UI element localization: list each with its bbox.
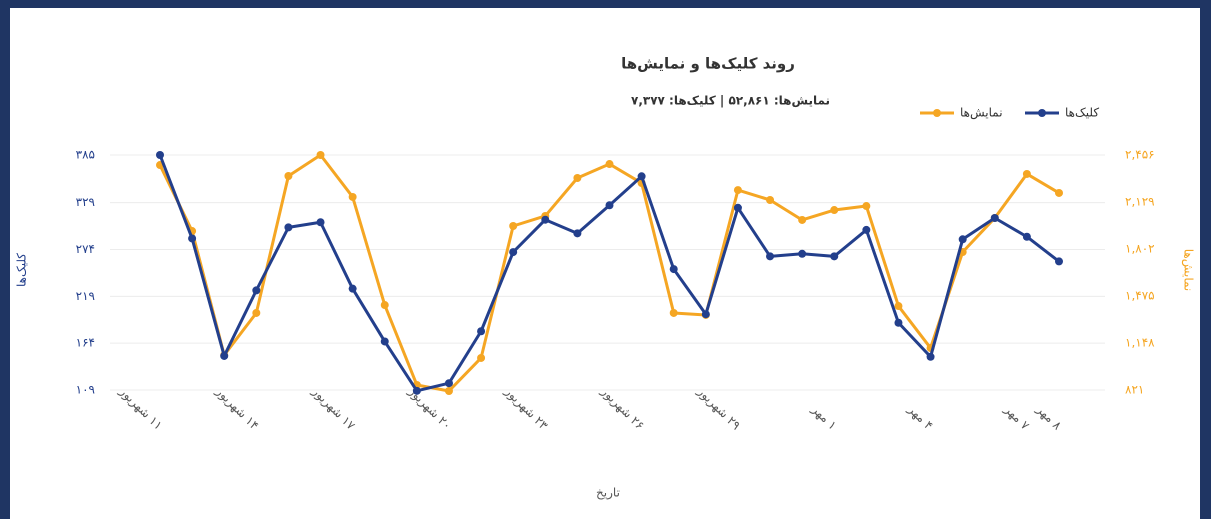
data-point [733, 203, 742, 212]
data-point [316, 218, 325, 227]
data-point [894, 318, 903, 327]
data-point [156, 151, 164, 159]
data-point [1022, 169, 1031, 178]
data-point [1055, 188, 1063, 197]
y-tick-label: ۱۰۹ [76, 383, 95, 397]
data-point [380, 337, 389, 346]
legend-marker [1038, 109, 1046, 117]
data-point [444, 387, 453, 396]
data-point [733, 186, 742, 195]
data-point [1022, 232, 1031, 241]
data-point [830, 206, 839, 215]
y2-axis-title: نمایش‌ها [1181, 249, 1196, 292]
data-point [605, 160, 614, 169]
data-point [669, 265, 678, 274]
y-tick-label: ۳۸۵ [76, 148, 95, 162]
data-point [573, 173, 582, 182]
data-point [316, 151, 325, 159]
data-point [477, 327, 486, 336]
data-point [990, 214, 999, 223]
data-point [573, 229, 582, 238]
data-point [252, 286, 261, 295]
data-point [958, 235, 967, 244]
data-point [509, 248, 518, 257]
data-point [669, 308, 678, 317]
data-point [188, 234, 197, 243]
legend-marker [933, 109, 941, 117]
y-tick-label: ۱۶۴ [76, 336, 95, 350]
data-point [509, 222, 518, 231]
data-point [348, 284, 357, 293]
y2-tick-label: ۱,۱۴۸ [1125, 336, 1155, 350]
data-point [348, 192, 357, 201]
y2-tick-label: ۲,۴۵۶ [1125, 148, 1155, 162]
y2-tick-label: ۸۲۱ [1125, 383, 1144, 397]
y-tick-label: ۳۲۹ [76, 195, 95, 209]
data-point [477, 353, 486, 362]
data-point [252, 308, 261, 317]
data-point [412, 386, 421, 395]
data-point [862, 225, 871, 234]
data-point [798, 249, 807, 258]
panel [10, 8, 1200, 519]
data-point [894, 302, 903, 311]
y-tick-label: ۲۷۴ [76, 242, 95, 256]
data-point [766, 195, 775, 204]
y-axis-title: کلیک‌ها [15, 253, 29, 287]
data-point [862, 202, 871, 211]
data-point [766, 252, 775, 261]
y2-tick-label: ۲,۱۲۹ [1125, 195, 1155, 209]
chart-title: روند کلیک‌ها و نمایش‌ها [621, 55, 795, 73]
data-point [284, 171, 293, 180]
y-tick-label: ۲۱۹ [76, 289, 95, 303]
data-point [926, 352, 935, 361]
data-point [284, 223, 293, 232]
legend-label: کلیک‌ها [1065, 106, 1099, 120]
data-point [701, 310, 710, 319]
data-point [220, 351, 229, 360]
data-point [605, 201, 614, 210]
data-point [830, 252, 839, 261]
data-point [637, 172, 646, 181]
y2-tick-label: ۱,۴۷۵ [1125, 289, 1155, 303]
data-point [1055, 257, 1063, 266]
y2-tick-label: ۱,۸۰۲ [1125, 242, 1155, 256]
x-axis-title: تاریخ [596, 486, 620, 501]
data-point [798, 215, 807, 224]
data-point [380, 301, 389, 310]
data-point [541, 215, 550, 224]
data-point [444, 379, 453, 388]
chart-subtitle: نمایش‌ها: ۵۲,۸۶۱ | کلیک‌ها: ۷,۳۷۷ [631, 94, 830, 108]
legend-label: نمایش‌ها [960, 106, 1003, 121]
